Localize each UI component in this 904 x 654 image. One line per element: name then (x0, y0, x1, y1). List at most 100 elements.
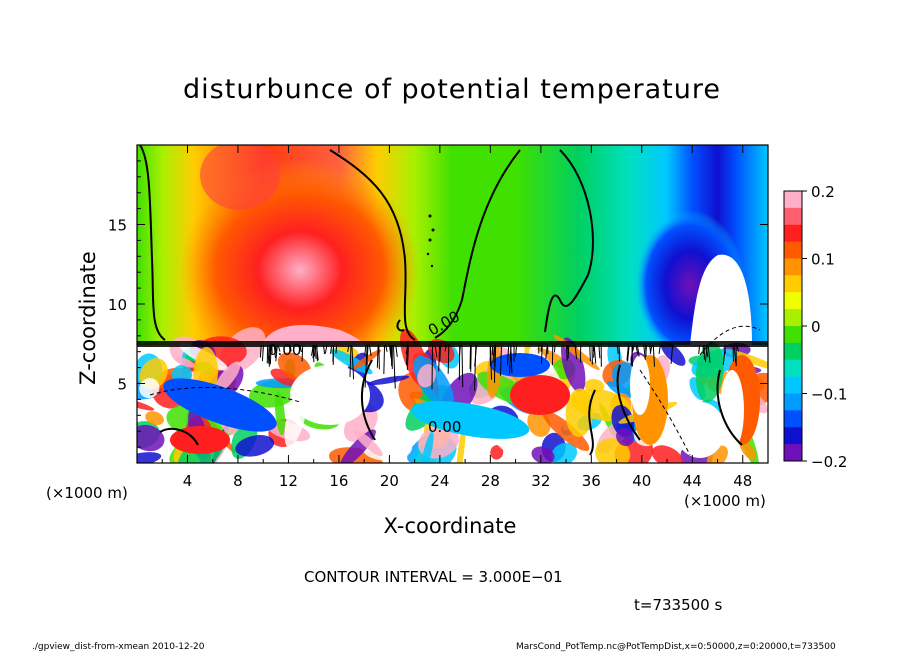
contour-spike (627, 344, 630, 362)
colorbar-swatch (784, 427, 802, 445)
x-tick-label: 28 (481, 472, 500, 490)
contour-spike (269, 344, 272, 365)
colorbar-tick-label: −0.2 (811, 453, 847, 471)
contour-spike (736, 344, 739, 352)
turbulence-blob (420, 431, 434, 463)
contour-line (434, 149, 521, 339)
turbulence-blob (595, 438, 631, 463)
contour-spike (566, 344, 569, 353)
contour-spike (349, 344, 352, 377)
contour-spike (311, 344, 314, 356)
contour-spike (626, 344, 629, 361)
x-unit-label-right: (×1000 m) (684, 492, 766, 510)
contour-spike (330, 344, 333, 354)
warm-anomaly-top (200, 145, 280, 210)
contour-spike (383, 344, 386, 375)
contour-spike (509, 344, 512, 375)
colorbar-swatch (784, 258, 802, 276)
contour-spike (378, 344, 380, 370)
contour-spike (275, 344, 278, 362)
turbulence-blob (330, 349, 373, 375)
x-tick-label: 40 (632, 472, 651, 490)
contour-spike (704, 344, 708, 362)
contour-spike (444, 344, 447, 352)
colorbar-swatch (784, 342, 802, 361)
contour-spike (645, 344, 648, 354)
colorbar-swatch (784, 410, 802, 428)
contour-spike (630, 344, 634, 366)
x-unit-label-left: (×1000 m) (46, 484, 128, 502)
contour-spike (506, 344, 510, 366)
turbulence-structure (290, 365, 370, 425)
turbulence-structure (510, 375, 570, 415)
colorbar-tick-label: 0 (811, 318, 821, 336)
turbulence-blob (542, 410, 590, 452)
turbulence-structure (410, 401, 530, 439)
contour-spike (474, 344, 478, 367)
contour-spike (324, 344, 328, 354)
contour-label: 0.00 (268, 341, 301, 359)
contour-spike (277, 344, 281, 352)
contour-spike (658, 344, 661, 354)
turbulence-blob (235, 435, 275, 457)
x-tick-label: 24 (430, 472, 449, 490)
x-tick-label: 20 (380, 472, 399, 490)
contour-line (139, 145, 166, 341)
x-tick-label: 16 (329, 472, 348, 490)
turbulence-blob (367, 375, 410, 386)
turbulence-blob (417, 364, 436, 388)
turbulence-blob (353, 429, 383, 457)
contour-spike (273, 344, 276, 358)
contour-line (639, 369, 691, 456)
contour-spike (434, 344, 438, 358)
white-saturated-region (690, 254, 752, 345)
contour-spike (438, 344, 441, 372)
contour-spike (301, 344, 304, 362)
contour-spike (470, 344, 472, 372)
colorbar-swatch (784, 191, 802, 209)
colorbar-swatch (784, 292, 802, 310)
turbulence-blob (724, 349, 768, 370)
contour-spike (707, 344, 711, 363)
contour-lines (139, 145, 743, 456)
contour-spike (566, 344, 568, 361)
turbulence-structure (675, 402, 725, 458)
contour-spike (631, 344, 635, 353)
contour-dots (426, 214, 435, 268)
contour-spike (545, 344, 548, 359)
contour-spike (447, 344, 450, 374)
contour-line (149, 386, 301, 403)
contour-spike (392, 344, 396, 389)
contour-spike (722, 344, 726, 365)
turbulence-blob (616, 428, 634, 447)
contour-line (699, 325, 761, 356)
contour-spike (705, 344, 709, 358)
contour-line (616, 364, 641, 441)
contour-line (716, 369, 743, 446)
turbulence-blob (551, 442, 578, 463)
contour-spike (589, 344, 591, 362)
colorbar: 0.2 0.1 0 −0.1 −0.2 (783, 183, 847, 471)
y-tick-label: 10 (108, 296, 127, 314)
contour-spike (439, 344, 441, 362)
contour-spike (649, 344, 653, 355)
contour-line (329, 149, 416, 341)
contour-spike (540, 344, 543, 364)
contour-spikes (259, 344, 739, 391)
turbulence-blob (275, 391, 286, 436)
contour-spike (366, 344, 369, 365)
contour-spike (261, 344, 264, 362)
turbulence-blob (456, 420, 466, 463)
turbulence-blob (214, 361, 241, 393)
footer-data-source: MarsCond_PotTemp.nc@PotTempDist,x=0:5000… (516, 642, 836, 652)
contour-spike (567, 344, 570, 359)
contour-spike (289, 344, 292, 352)
contour-spike (259, 344, 262, 358)
colorbar-swatch (784, 207, 802, 226)
turbulence-blob (531, 446, 555, 463)
turbulence-structure (720, 370, 744, 450)
contour-spike (299, 344, 302, 353)
inversion-band (137, 341, 768, 347)
contour-spike (499, 344, 502, 376)
